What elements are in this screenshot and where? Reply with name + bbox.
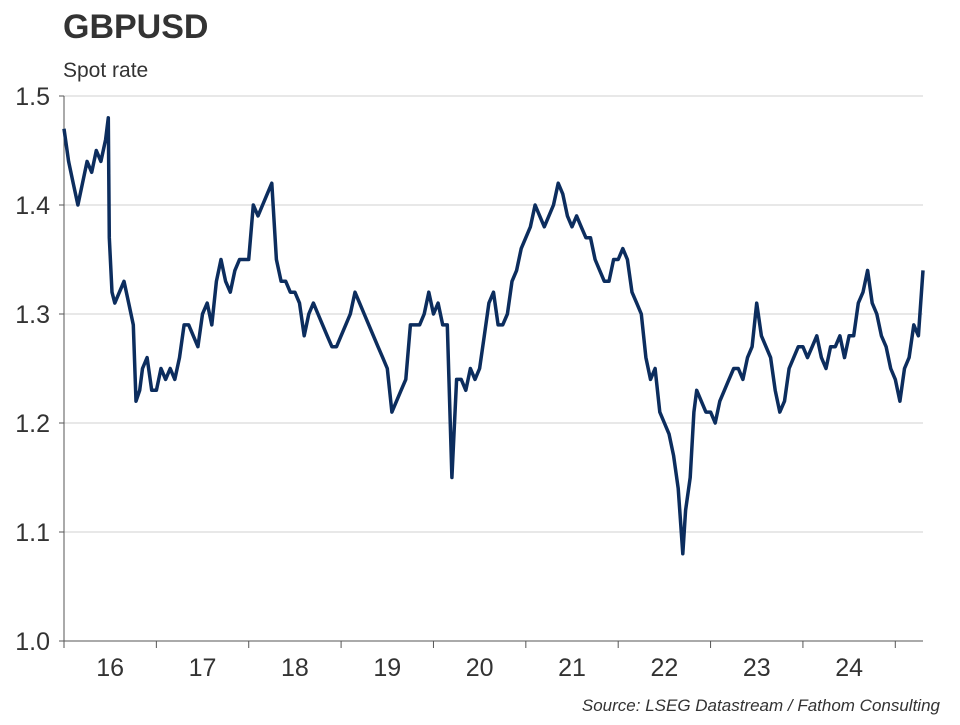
y-tick-label: 1.2 — [15, 410, 50, 438]
y-tick-label: 1.5 — [15, 83, 50, 111]
chart-title: GBPUSD — [63, 8, 208, 46]
y-tick-label: 1.1 — [15, 519, 50, 547]
x-tick-label: 18 — [281, 654, 309, 682]
chart-subtitle: Spot rate — [63, 59, 148, 82]
x-tick-label: 20 — [466, 654, 494, 682]
x-tick-label: 22 — [650, 654, 678, 682]
x-tick-label: 23 — [743, 654, 771, 682]
x-tick-label: 16 — [96, 654, 124, 682]
y-tick-label: 1.4 — [15, 192, 50, 220]
source-note: Source: LSEG Datastream / Fathom Consult… — [582, 696, 941, 715]
x-tick-label: 17 — [189, 654, 217, 682]
price-line — [62, 116, 925, 556]
x-tick-label: 21 — [558, 654, 586, 682]
x-tick-label: 24 — [835, 654, 863, 682]
y-tick-label: 1.3 — [15, 301, 50, 329]
y-tick-label: 1.0 — [15, 628, 50, 656]
x-tick-label: 19 — [373, 654, 401, 682]
